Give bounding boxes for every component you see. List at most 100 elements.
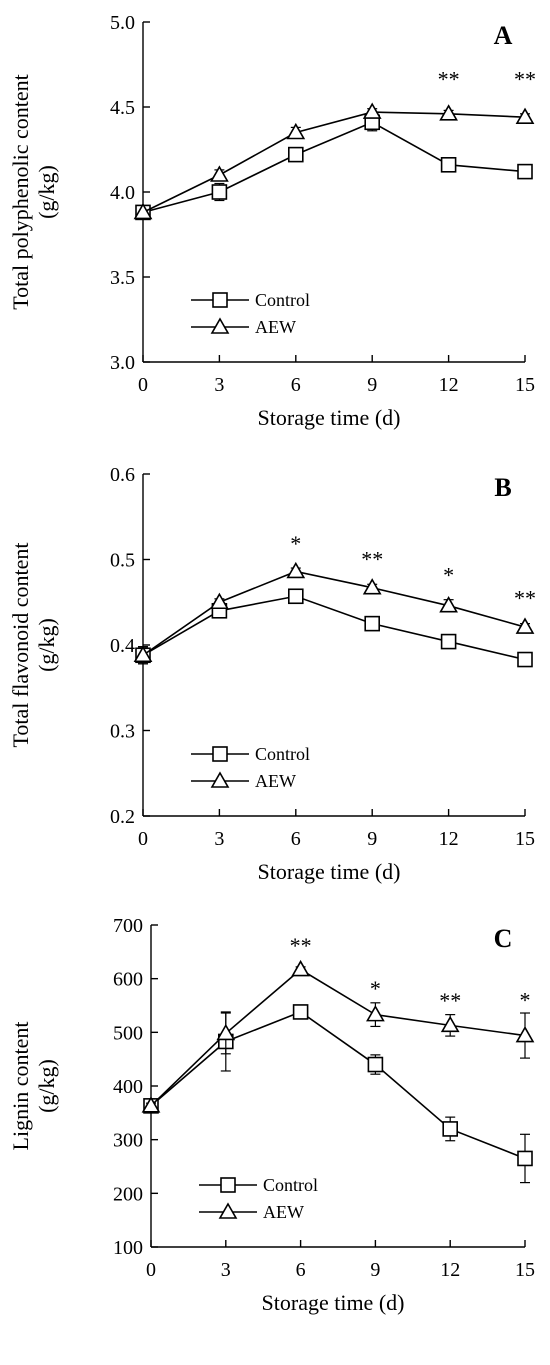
data-point	[287, 146, 304, 163]
y-tick-label: 0.4	[110, 635, 135, 657]
legend-marker	[220, 1177, 236, 1193]
data-point	[291, 959, 310, 977]
legend-label: Control	[255, 290, 310, 310]
panel-label: C	[494, 924, 513, 953]
y-tick-label: 100	[113, 1237, 143, 1259]
x-tick-label: 6	[296, 1259, 306, 1281]
data-point	[517, 651, 533, 668]
data-point	[440, 157, 457, 173]
x-tick-label: 9	[370, 1259, 380, 1281]
x-tick-label: 9	[367, 374, 377, 396]
data-point	[364, 615, 381, 632]
data-point	[211, 184, 228, 200]
series-aew	[133, 102, 535, 220]
series-line	[150, 1011, 526, 1160]
data-point	[515, 1025, 535, 1043]
y-axis-unit: (g/kg)	[34, 165, 59, 219]
legend-label: Control	[255, 744, 310, 764]
x-tick-label: 6	[291, 374, 301, 396]
y-tick-label: 3.5	[110, 267, 135, 289]
x-axis-label: Storage time (d)	[258, 405, 401, 430]
data-point	[439, 596, 458, 613]
legend-marker	[210, 771, 230, 788]
legend: Control AEW	[191, 290, 310, 337]
chart-panel-a: 3.0 3.5 4.0 4.5 5.0 0 3 6 9 12 15 Storage time (d) T…	[8, 12, 536, 430]
y-tick-label: 200	[113, 1183, 143, 1205]
data-point	[515, 107, 535, 124]
series-control	[143, 1004, 533, 1184]
y-axis-label: Total flavonoid content	[8, 543, 33, 748]
legend-marker	[218, 1202, 238, 1219]
axes	[150, 924, 526, 1248]
legend-label: AEW	[255, 317, 296, 337]
y-tick-label: 0.3	[110, 721, 135, 743]
legend-marker	[210, 317, 230, 334]
series-line	[142, 111, 526, 214]
y-tick-label: 0.2	[110, 806, 135, 828]
axes	[142, 21, 526, 363]
series-line	[142, 121, 526, 214]
significance-label: *	[290, 531, 301, 556]
data-point	[287, 588, 304, 605]
x-tick-label: 15	[515, 1259, 535, 1281]
y-tick-label: 0.6	[110, 464, 135, 486]
series-line	[142, 570, 526, 656]
legend: Control AEW	[191, 744, 310, 791]
data-point	[286, 122, 306, 140]
data-point	[367, 1056, 384, 1073]
data-point	[440, 1015, 460, 1033]
panel-label: A	[494, 21, 513, 50]
significance-label: **	[514, 67, 536, 92]
chart-panel-b: 0.2 0.3 0.4 0.5 0.6 0 3 6 9 12 15 Storage time (d) T…	[8, 464, 536, 884]
data-point	[439, 104, 458, 121]
y-tick-label: 4.0	[110, 182, 135, 204]
data-point	[442, 1121, 459, 1137]
y-tick-label: 300	[113, 1130, 143, 1152]
data-point	[362, 102, 382, 119]
data-point	[133, 202, 153, 220]
x-tick-label: 9	[367, 828, 377, 850]
data-point	[366, 1005, 385, 1022]
x-tick-label: 3	[221, 1259, 231, 1281]
legend-label: AEW	[255, 771, 296, 791]
legend-marker	[212, 746, 228, 762]
legend-label: AEW	[263, 1202, 304, 1222]
series-control	[135, 113, 533, 221]
x-tick-label: 0	[138, 828, 148, 850]
y-tick-label: 500	[113, 1022, 143, 1044]
significance-label: **	[290, 933, 312, 958]
x-tick-label: 6	[291, 828, 301, 850]
significance-label: **	[439, 988, 461, 1013]
y-axis-unit: (g/kg)	[34, 1059, 59, 1113]
series-control	[135, 588, 533, 668]
data-point	[133, 645, 153, 663]
significance-label: **	[514, 586, 536, 611]
x-axis-label: Storage time (d)	[258, 859, 401, 884]
legend-label: Control	[263, 1175, 318, 1195]
y-tick-label: 400	[113, 1076, 143, 1098]
chart-panel-c: 100 200 300 400 500 600 700 0 3 6 9 12 15 Storage tim…	[8, 915, 535, 1315]
panel-label: B	[494, 473, 511, 502]
data-point	[292, 1004, 309, 1020]
significance-label: **	[438, 67, 460, 92]
legend-marker	[212, 292, 228, 308]
y-tick-label: 600	[113, 969, 143, 991]
data-point	[286, 561, 306, 579]
x-tick-label: 15	[515, 374, 535, 396]
data-point	[517, 1150, 533, 1167]
x-tick-label: 0	[138, 374, 148, 396]
y-tick-label: 5.0	[110, 12, 135, 34]
data-point	[210, 592, 229, 610]
y-tick-label: 3.0	[110, 352, 135, 374]
x-tick-label: 0	[146, 1259, 156, 1281]
y-tick-label: 4.5	[110, 97, 135, 119]
y-tick-label: 700	[113, 915, 143, 937]
x-tick-label: 3	[214, 374, 224, 396]
series-aew	[133, 561, 535, 665]
x-axis-label: Storage time (d)	[262, 1290, 405, 1315]
y-axis-label: Lignin content	[8, 1022, 33, 1151]
significance-label: **	[361, 546, 383, 571]
legend: Control AEW	[199, 1175, 318, 1222]
x-tick-label: 12	[439, 374, 459, 396]
